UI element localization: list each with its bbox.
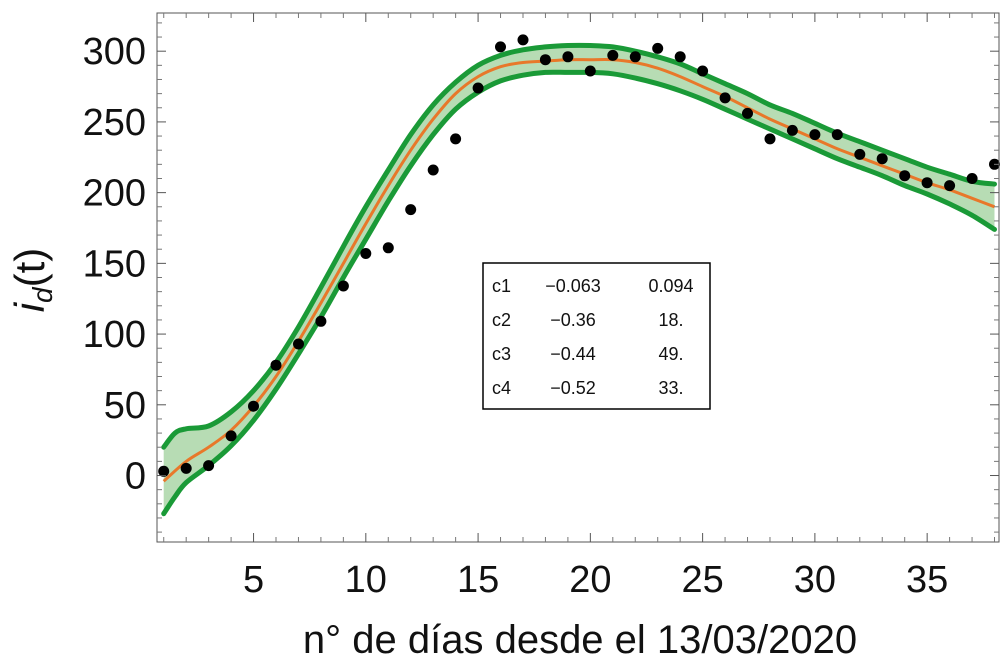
data-point — [427, 164, 439, 176]
x-axis-label: n° de días desde el 13/03/2020 — [303, 618, 857, 662]
data-point — [517, 34, 529, 46]
y-tick-label: 50 — [104, 385, 146, 427]
axis-ticks: 5 10 15 20 25 30 35 0 50 100 150 200 250 300 — [83, 13, 999, 601]
table-cell: −0.36 — [550, 310, 596, 330]
y-tick-label: 300 — [83, 31, 146, 73]
table-cell: −0.52 — [550, 378, 596, 398]
y-tick-label: 250 — [83, 102, 146, 144]
data-point — [315, 315, 327, 327]
data-point — [405, 204, 417, 216]
data-point — [652, 42, 664, 54]
data-point — [607, 49, 619, 61]
x-tick-label: 15 — [457, 559, 499, 601]
y-tick-label: 200 — [83, 173, 146, 215]
data-point — [742, 107, 753, 119]
y-tick-label: 100 — [83, 314, 146, 356]
x-tick-label: 20 — [569, 559, 611, 601]
data-point — [809, 129, 821, 141]
band-upper-edge — [161, 42, 997, 450]
data-point — [921, 177, 933, 189]
data-point — [180, 462, 192, 474]
data-point — [472, 82, 484, 94]
data-point — [876, 153, 888, 165]
data-point — [584, 65, 596, 77]
data-point — [854, 148, 866, 160]
observed-points — [158, 34, 1000, 477]
y-tick-label: 150 — [83, 243, 146, 285]
data-point — [786, 124, 798, 136]
data-point — [539, 54, 551, 66]
parameter-table-box — [482, 262, 711, 410]
data-point — [203, 460, 215, 472]
data-point — [697, 65, 709, 77]
data-point — [764, 133, 776, 145]
table-cell: 33. — [658, 378, 683, 398]
y-axis-label-main: i — [6, 301, 53, 312]
y-axis-label-subscript: d — [27, 286, 58, 303]
data-point — [562, 51, 574, 63]
x-tick-label: 10 — [345, 559, 387, 601]
data-point — [158, 465, 170, 477]
band-fill — [163, 45, 995, 514]
table-cell: −0.063 — [545, 276, 601, 296]
data-point — [360, 248, 372, 259]
data-point — [899, 170, 911, 182]
table-cell: 18. — [658, 310, 683, 330]
data-point — [248, 400, 259, 412]
table-cell: c4 — [492, 378, 511, 398]
table-cell: −0.44 — [550, 344, 596, 364]
y-tick-label: 0 — [125, 456, 146, 498]
data-point — [966, 173, 978, 184]
data-point — [629, 51, 641, 63]
data-point — [293, 338, 304, 350]
band-lower-edge — [161, 69, 997, 517]
table-cell: c2 — [492, 310, 511, 330]
data-point — [270, 359, 282, 371]
data-point — [719, 92, 731, 104]
data-point — [225, 430, 237, 442]
data-point — [450, 133, 462, 145]
data-point — [337, 280, 349, 292]
confidence-band — [161, 42, 997, 517]
data-point — [382, 242, 394, 254]
data-point — [495, 41, 506, 53]
data-point — [944, 180, 956, 192]
table-cell: 49. — [658, 344, 683, 364]
x-tick-label: 5 — [243, 559, 264, 601]
y-axis-label-suffix: (t) — [6, 248, 53, 288]
x-tick-label: 35 — [906, 559, 948, 601]
data-point — [831, 129, 843, 141]
x-tick-label: 30 — [794, 559, 836, 601]
data-point — [674, 51, 686, 63]
y-axis-label: id(t) — [6, 248, 58, 313]
parameter-table: c1 −0.063 0.094 c2 −0.36 18. c3 −0.44 49. c4 −0.52… — [482, 262, 711, 410]
table-cell: 0.094 — [648, 276, 693, 296]
table-cell: c1 — [492, 276, 511, 296]
x-tick-label: 25 — [681, 559, 723, 601]
table-cell: c3 — [492, 344, 511, 364]
